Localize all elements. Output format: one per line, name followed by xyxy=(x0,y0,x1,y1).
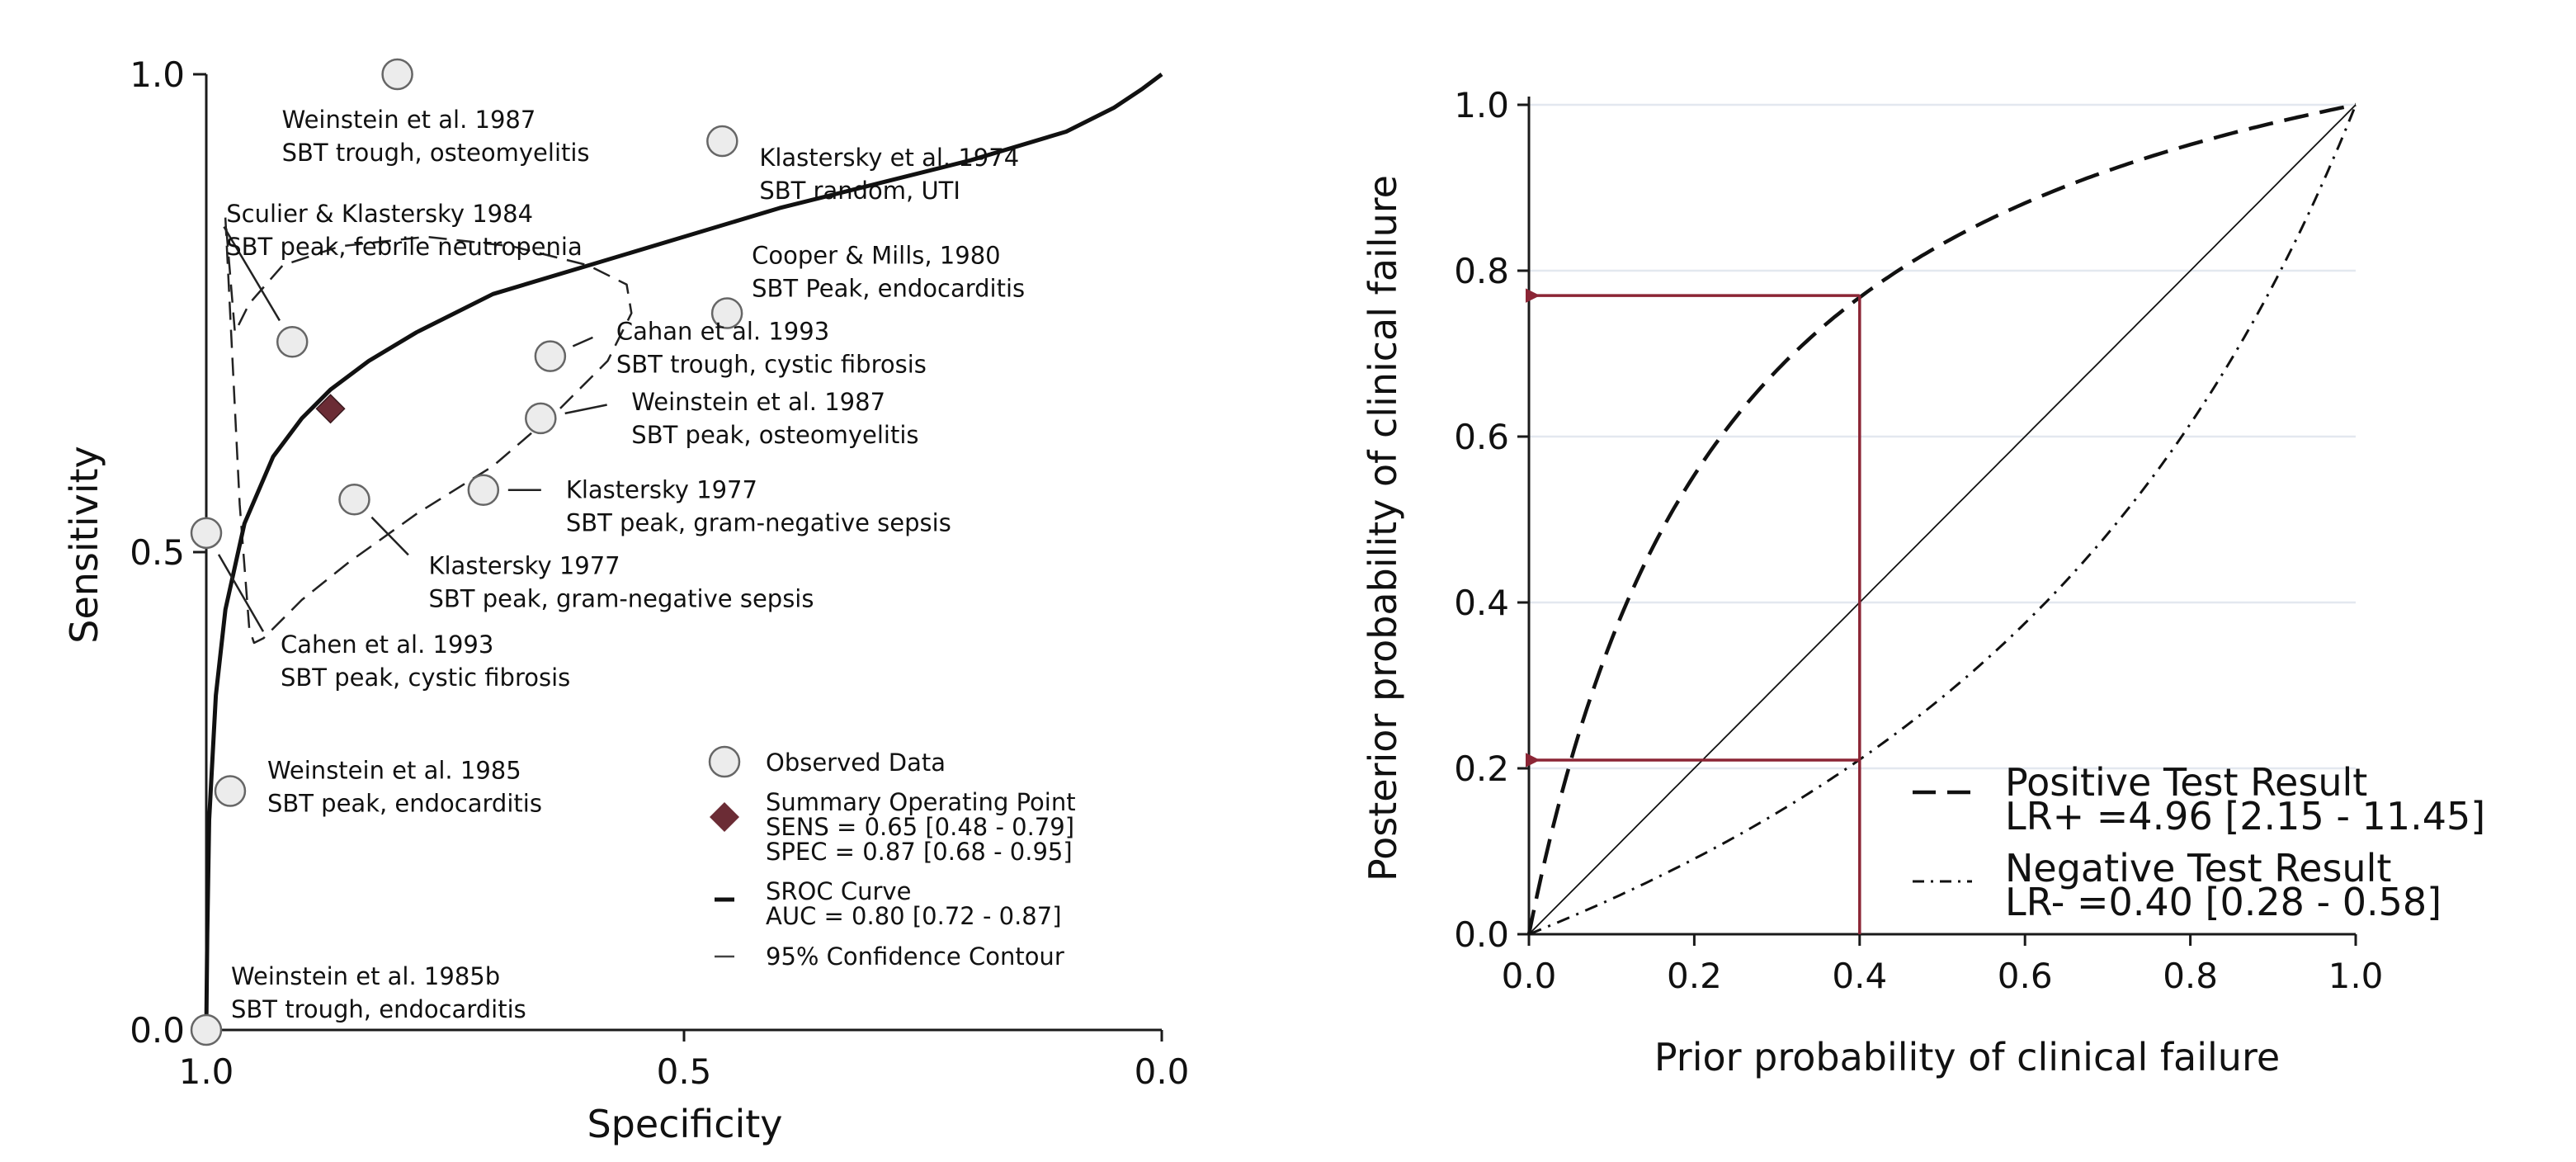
study-label-detail: SBT Peak, endocarditis xyxy=(752,275,1025,303)
study-label-detail: SBT peak, febrile neutropenia xyxy=(226,233,583,261)
study-label-detail: SBT peak, endocarditis xyxy=(267,790,542,818)
confidence-contour-layer xyxy=(224,217,633,645)
observed-data-point xyxy=(214,775,247,807)
study-label-name: Klastersky et al. 1974 xyxy=(759,144,1019,172)
study-label-name: Klastersky 1977 xyxy=(428,551,620,579)
y-tick-label: 1.0 xyxy=(130,54,185,95)
study-label-detail: SBT peak, gram-negative sepsis xyxy=(566,509,951,537)
legend-diamond-marker xyxy=(710,802,739,832)
study-label-name: Cahan et al. 1993 xyxy=(616,318,829,346)
summary-operating-point xyxy=(315,394,346,424)
leader-line xyxy=(564,404,607,415)
observed-data-point xyxy=(467,474,500,506)
gridlines xyxy=(1529,103,2356,770)
study-label-name: Cooper & Mills, 1980 xyxy=(752,242,1001,270)
x-tick-label: 0.8 xyxy=(2163,956,2218,996)
study-label-detail: SBT peak, osteomyelitis xyxy=(631,421,918,449)
x-tick-label: 0.5 xyxy=(657,1051,712,1092)
positive-test-curve xyxy=(1526,102,2357,935)
observed-data-point xyxy=(525,402,557,435)
observed-data-point xyxy=(706,125,738,158)
y-tick-label: 0.4 xyxy=(1454,583,1509,623)
legend-detail: LR- =0.40 [0.28 - 0.58] xyxy=(2005,880,2442,924)
leader-line xyxy=(223,226,281,322)
observed-data-point xyxy=(338,484,370,516)
x-tick-label: 1.0 xyxy=(179,1051,234,1092)
observed-data-layer xyxy=(190,58,743,1046)
reference-diagonal-line xyxy=(1528,104,2357,935)
legend-label: Summary Operating Point xyxy=(766,788,1076,816)
legend-detail: LR+ =4.96 [2.15 - 11.45] xyxy=(2005,794,2485,838)
posterior-probability-chart: 0.0 0.2 0.4 0.6 0.8 1.0 0.0 0.2 0.4 0.6 0.8 1.0 Pos… xyxy=(1361,85,2485,1079)
leader-line xyxy=(572,336,593,347)
observed-data-point xyxy=(190,1013,223,1046)
leader-line xyxy=(217,554,265,632)
study-label-name: Weinstein et al. 1987 xyxy=(631,388,885,416)
series-layer xyxy=(1526,102,2357,936)
confidence-contour-line xyxy=(224,217,633,645)
legend-label: Positive Test Result xyxy=(2005,760,2367,805)
legend-circle-marker xyxy=(708,745,741,778)
x-axis-title: Specificity xyxy=(587,1102,782,1146)
study-label-name: Weinstein et al. 1985 xyxy=(267,757,521,785)
y-tick-label: 0.0 xyxy=(130,1010,185,1051)
legend-detail: SPEC = 0.87 [0.68 - 0.95] xyxy=(766,838,1073,866)
x-tick-label: 0.2 xyxy=(1667,956,1722,996)
legend-label: Negative Test Result xyxy=(2005,846,2391,890)
legend-label: 95% Confidence Contour xyxy=(766,942,1064,971)
study-label-detail: SBT peak, gram-negative sepsis xyxy=(428,584,814,612)
study-label-name: Weinstein et al. 1985b xyxy=(231,962,500,990)
y-tick-label: 0.2 xyxy=(1454,749,1509,789)
y-tick-label: 0.8 xyxy=(1454,251,1509,291)
sroc-axes: 0.0 0.5 1.0 1.0 0.5 0.0 xyxy=(130,54,1189,1092)
observed-data-point xyxy=(276,325,309,358)
observed-data-point xyxy=(190,517,223,550)
probability-annotation xyxy=(1526,288,1861,934)
study-label-name: Klastersky 1977 xyxy=(566,476,757,504)
study-label-name: Weinstein et al. 1987 xyxy=(282,106,536,134)
observed-data-point xyxy=(534,340,567,372)
study-label-detail: SBT trough, osteomyelitis xyxy=(282,139,590,167)
y-axis-title: Sensitivity xyxy=(62,446,106,643)
observed-data-point xyxy=(381,58,413,91)
x-tick-label: 1.0 xyxy=(2328,956,2384,996)
x-tick-label: 0.4 xyxy=(1832,956,1887,996)
study-label-detail: SBT peak, cystic fibrosis xyxy=(281,664,570,692)
posterior-axes: 0.0 0.2 0.4 0.6 0.8 1.0 0.0 0.2 0.4 0.6 0.8 1.0 xyxy=(1454,85,2383,996)
y-axis-title: Posterior probability of clinical failur… xyxy=(1361,175,1405,881)
legend-detail: AUC = 0.80 [0.72 - 0.87] xyxy=(766,902,1062,930)
sroc-curve-layer xyxy=(204,73,1163,1031)
sroc-chart: 0.0 0.5 1.0 1.0 0.5 0.0 Weinstein et al. 1987… xyxy=(62,54,1189,1146)
y-tick-label: 1.0 xyxy=(1454,85,1509,125)
x-tick-label: 0.0 xyxy=(1502,956,1557,996)
study-labels-layer: Weinstein et al. 1987 SBT trough, osteomy… xyxy=(217,106,1025,1023)
study-label-detail: SBT random, UTI xyxy=(759,177,960,205)
study-label-detail: SBT trough, cystic fibrosis xyxy=(616,351,927,379)
observed-data-point xyxy=(710,297,743,329)
x-tick-label: 0.6 xyxy=(1998,956,2053,996)
x-tick-label: 0.0 xyxy=(1135,1051,1190,1092)
y-tick-label: 0.5 xyxy=(130,532,185,573)
leader-line xyxy=(370,516,409,556)
study-label-detail: SBT trough, endocarditis xyxy=(231,995,526,1023)
study-label-name: Cahen et al. 1993 xyxy=(281,631,493,659)
legend-detail: SENS = 0.65 [0.48 - 0.79] xyxy=(766,813,1074,841)
y-tick-label: 0.6 xyxy=(1454,417,1509,457)
sroc-legend: Observed Data Summary Operating PointSENS… xyxy=(708,745,1076,971)
legend-label: SROC Curve xyxy=(766,877,911,905)
study-label-name: Sculier & Klastersky 1984 xyxy=(226,200,533,228)
sroc-curve-line xyxy=(204,73,1163,1031)
x-axis-title: Prior probability of clinical failure xyxy=(1654,1035,2280,1079)
y-tick-label: 0.0 xyxy=(1454,914,1509,955)
legend-label: Observed Data xyxy=(766,749,946,777)
